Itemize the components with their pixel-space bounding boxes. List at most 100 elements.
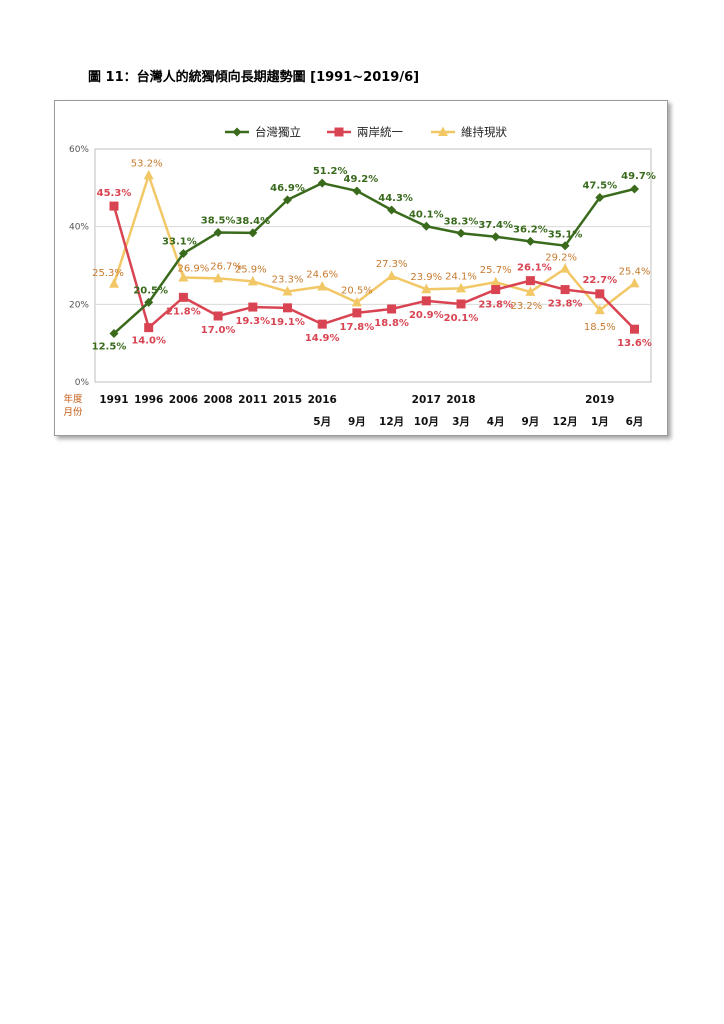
data-label: 23.9% [410,272,442,283]
data-label: 23.3% [272,275,304,286]
data-point [352,186,362,196]
data-label: 17.8% [340,322,375,333]
data-label: 25.9% [235,264,267,275]
data-label: 38.3% [444,216,479,227]
data-point [525,236,535,246]
data-point [351,296,362,307]
data-point [282,286,293,296]
data-point [109,201,119,211]
x-year-label: 2015 [273,394,302,406]
data-point [629,277,640,288]
data-point [594,304,605,315]
data-point [352,308,362,318]
x-month-label: 12月 [553,416,578,428]
data-label: 20.9% [409,310,444,321]
data-label: 20.1% [444,313,479,324]
data-point [456,228,466,238]
data-point [109,278,119,288]
data-label: 23.8% [478,300,513,311]
data-point [560,285,570,295]
data-point [491,232,501,242]
data-label: 19.3% [235,316,270,327]
figure-title: 圖 11：台灣人的統獨傾向長期趨勢圖 [1991~2019/6] [88,70,420,85]
data-point [178,272,189,282]
x-year-label: 2006 [169,394,198,406]
x-month-label: 12月 [379,416,404,428]
data-point [560,241,570,251]
data-label: 26.9% [178,264,210,275]
data-label: 20.5% [133,285,168,296]
data-label: 33.1% [162,236,197,247]
data-label: 25.3% [92,268,124,279]
data-label: 26.7% [210,261,242,272]
y-tick-label: 20% [69,300,89,310]
data-point [421,221,431,231]
data-point [456,282,466,293]
data-label: 19.1% [270,317,305,328]
x-year-label: 2008 [203,394,232,406]
data-point [630,324,639,334]
data-label: 49.2% [344,174,379,185]
legend-entry: 維持現狀 [461,125,507,139]
data-point [560,263,571,273]
y-tick-label: 60% [69,145,89,155]
data-point [525,286,536,296]
data-point [317,280,328,291]
series-line [112,174,636,312]
x-year-label: 1991 [99,394,128,406]
data-label: 20.5% [341,285,373,296]
data-label: 14.9% [305,333,340,344]
data-label: 47.5% [582,181,617,192]
data-point [213,311,223,321]
data-point [421,296,431,306]
data-point [248,302,258,312]
data-label: 17.0% [201,325,236,336]
data-label: 26.1% [517,263,552,274]
data-label: 51.2% [313,166,348,177]
x-year-label: 2017 [412,394,441,406]
data-point [178,248,188,258]
series-line [113,181,635,335]
chart-frame: 0% 20% 40% 60% 年度 月份 1991 1996 2006 2008 2011 2015 2… [54,100,668,436]
data-label: 23.2% [511,301,543,312]
data-point [283,303,292,313]
data-point [630,184,639,194]
data-point [144,297,154,307]
plot-area [94,148,652,383]
x-month-label: 5月 [313,416,331,428]
x-year-label: 2018 [446,394,475,406]
x-month-label: 1月 [591,416,609,428]
data-label: 24.1% [445,271,477,282]
data-point [456,299,466,309]
data-point [491,285,501,295]
x-month-label: 9月 [521,416,539,428]
data-label: 38.5% [201,215,236,226]
data-label: 27.3% [376,259,408,270]
data-label: 25.4% [619,266,651,277]
data-label: 18.5% [584,322,616,333]
data-point [283,195,292,205]
legend-entry: 台灣獨立 [255,125,301,139]
data-point [595,193,605,203]
data-point [421,283,432,294]
x-month-label: 10月 [414,416,439,428]
data-label: 12.5% [92,341,127,352]
data-point [387,205,397,215]
legend-marker [232,127,242,137]
data-label: 24.6% [306,269,338,280]
data-point [317,178,327,188]
data-point [525,276,535,286]
x-year-label: 2019 [585,394,614,406]
axis-title-line: 年度 [63,393,83,405]
data-point [109,328,119,338]
data-point [247,275,258,286]
data-point [213,272,224,283]
data-label: 45.3% [97,188,132,199]
data-point [213,227,223,237]
data-label: 49.7% [621,171,656,182]
data-label: 29.2% [545,253,577,264]
data-label: 18.8% [374,318,409,329]
y-tick-label: 0% [75,378,90,388]
legend-marker [334,127,344,137]
